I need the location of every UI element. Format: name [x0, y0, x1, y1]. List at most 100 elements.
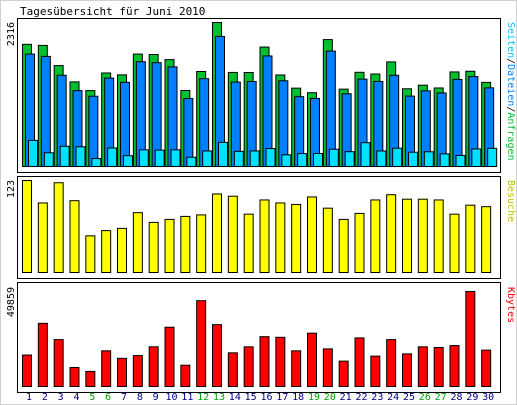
day-label: 26: [419, 392, 431, 403]
bar-seiten: [75, 146, 86, 168]
day-label: 12: [197, 392, 209, 403]
bar-visits: [449, 213, 460, 274]
legend-label: Dateien: [505, 64, 516, 106]
panel-frame: [17, 18, 501, 173]
day-label: 16: [260, 392, 272, 403]
bar-visits: [101, 230, 112, 273]
bar-volume: [227, 352, 238, 388]
bar-seiten: [328, 148, 339, 167]
y-max-label: 2316: [6, 22, 17, 46]
day-label: 10: [165, 392, 177, 403]
bar-visits: [164, 218, 175, 273]
day-label: 6: [105, 392, 111, 403]
bar-visits: [354, 212, 365, 273]
day-label: 18: [292, 392, 304, 403]
legend-label: Anfragen: [505, 112, 516, 160]
day-label: 17: [276, 392, 288, 403]
bar-visits: [148, 221, 159, 274]
bar-volume: [22, 354, 32, 387]
day-label: 8: [137, 392, 143, 403]
bar-volume: [53, 339, 64, 388]
y-max-label: 123: [6, 180, 17, 198]
day-label: 27: [435, 392, 447, 403]
bar-seiten: [471, 148, 482, 168]
day-label: 29: [466, 392, 478, 403]
bar-seiten: [91, 158, 102, 168]
day-label: 19: [308, 392, 320, 403]
bar-volume: [338, 360, 349, 388]
bar-visits: [180, 215, 191, 273]
chart-title: Tagesübersicht für Juni 2010: [20, 5, 205, 18]
bar-seiten: [344, 151, 355, 167]
bar-visits: [69, 200, 80, 274]
bar-seiten: [186, 156, 197, 167]
day-label: 30: [482, 392, 494, 403]
bar-volume: [243, 346, 254, 388]
bar-volume: [322, 348, 333, 387]
bar-volume: [37, 322, 48, 387]
panel-traffic: 2316 Seiten/Dateien/Anfragen: [6, 18, 516, 173]
day-axis-labels: 1 2 3 4 5 6 7 8 9 10 11 12 13 14 15 16 17 18 19 20 21 22 23 24 2…: [26, 392, 494, 403]
panel-frame: [17, 282, 501, 393]
day-label: 1: [26, 392, 32, 403]
bar-volume: [481, 349, 492, 388]
bar-volume: [196, 300, 207, 387]
bar-visits: [433, 199, 444, 274]
bar-volume: [417, 346, 428, 387]
bar-visits: [132, 212, 143, 273]
bar-visits: [417, 198, 428, 273]
bar-visits: [212, 193, 222, 273]
panel-frame: [17, 176, 501, 279]
bar-volume: [180, 364, 191, 387]
legend-visits: Besuche: [505, 180, 516, 222]
bar-visits: [53, 182, 64, 273]
y-max-label: 49859: [6, 287, 17, 317]
bar-seiten: [439, 153, 450, 167]
bar-visits: [117, 227, 127, 273]
legend-volume: Kbytes: [505, 287, 516, 323]
day-label: 4: [73, 392, 79, 403]
bar-seiten: [123, 155, 133, 168]
bar-seiten: [154, 149, 165, 168]
bar-visits: [322, 207, 333, 273]
bar-seiten: [265, 148, 276, 167]
bar-visits: [338, 218, 349, 273]
day-label: 28: [450, 392, 462, 403]
bar-visits: [291, 203, 302, 273]
bar-volume: [101, 350, 112, 387]
day-label: 23: [371, 392, 383, 403]
bar-seiten: [455, 154, 466, 168]
legend-label: Seiten: [505, 22, 516, 58]
bar-volume: [465, 291, 476, 387]
legend-label: Besuche: [505, 180, 516, 222]
legend-label: /: [505, 58, 516, 64]
bar-visits: [481, 206, 492, 273]
bar-seiten: [138, 149, 149, 168]
bar-volume: [449, 345, 460, 388]
day-label: 11: [181, 392, 193, 403]
bar-seiten: [313, 153, 323, 168]
bar-volume: [307, 332, 317, 387]
bar-visits: [386, 194, 397, 273]
bar-seiten: [360, 142, 371, 167]
bar-seiten: [202, 150, 213, 168]
bar-dateien: [452, 78, 463, 167]
bar-volume: [164, 326, 175, 387]
day-label: 13: [213, 392, 225, 403]
bar-seiten: [218, 141, 228, 167]
bar-seiten: [281, 154, 292, 168]
legend-label: /: [505, 106, 516, 112]
bar-dateien: [88, 95, 99, 167]
bar-volume: [275, 336, 286, 387]
bar-seiten: [376, 150, 387, 168]
bar-seiten: [59, 145, 70, 167]
bar-volume: [433, 347, 444, 387]
bar-volume: [259, 336, 270, 387]
bar-visits: [243, 213, 254, 274]
bar-dateien: [120, 81, 130, 167]
day-label: 21: [340, 392, 352, 403]
bar-visits: [227, 195, 238, 274]
bar-volume: [69, 367, 80, 387]
